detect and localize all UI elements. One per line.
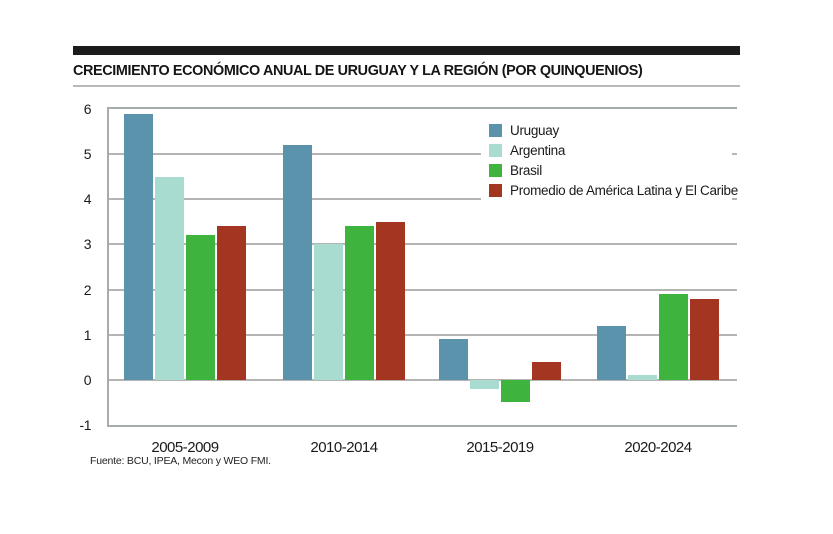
x-tick-label: 2005-2009 xyxy=(151,439,219,456)
gridline xyxy=(109,243,737,246)
bar-argentina-2005-2009 xyxy=(155,176,184,380)
title-divider xyxy=(73,85,740,87)
bar-promedio-de-am-rica-latina-y-el-caribe-2015-2019 xyxy=(532,361,561,380)
y-tick-label: 6 xyxy=(83,101,92,117)
legend-item: Argentina xyxy=(489,144,732,157)
y-tick-label: 4 xyxy=(83,191,92,208)
bar-argentina-2015-2019 xyxy=(470,379,499,389)
gridline xyxy=(109,198,737,201)
bar-uruguay-2005-2009 xyxy=(124,113,153,380)
bar-brasil-2010-2014 xyxy=(345,226,374,380)
bar-uruguay-2020-2024 xyxy=(597,325,626,380)
x-axis-labels: 2005-2009 2010-2014 2015-2019 2020-2024 xyxy=(109,433,737,457)
gridline xyxy=(109,378,737,381)
bar-argentina-2010-2014 xyxy=(314,244,343,380)
gridline xyxy=(109,288,737,291)
y-tick-label: 2 xyxy=(83,281,92,298)
y-tick-label: 3 xyxy=(83,236,92,253)
legend-swatch xyxy=(489,144,502,157)
legend-swatch xyxy=(489,184,502,197)
y-tick-label: -1 xyxy=(79,417,92,433)
gridline xyxy=(109,333,737,336)
bar-promedio-de-am-rica-latina-y-el-caribe-2005-2009 xyxy=(217,226,246,380)
source-note: Fuente: BCU, IPEA, Mecon y WEO FMI. xyxy=(90,455,271,467)
legend-label: Uruguay xyxy=(510,123,559,138)
bars xyxy=(109,109,737,425)
bar-uruguay-2010-2014 xyxy=(283,145,312,380)
y-tick-label: 1 xyxy=(83,326,92,343)
legend-item: Promedio de América Latina y El Caribe xyxy=(489,184,738,197)
bar-brasil-2015-2019 xyxy=(501,379,530,403)
top-band xyxy=(73,46,740,55)
x-tick-label: 2015-2019 xyxy=(466,439,534,456)
legend-label: Brasil xyxy=(510,163,542,178)
bar-chart: 6 5 4 3 2 1 0 -1 Uruguay Argentina Brasil Promedio… xyxy=(73,87,740,456)
chart-title: CRECIMIENTO ECONÓMICO ANUAL DE URUGUAY Y… xyxy=(73,62,643,79)
bar-argentina-2020-2024 xyxy=(628,375,657,380)
bar-brasil-2005-2009 xyxy=(186,235,215,380)
legend-label: Promedio de América Latina y El Caribe xyxy=(510,183,738,198)
y-tick-label: 5 xyxy=(83,146,92,163)
gridline xyxy=(109,153,737,156)
x-tick-label: 2010-2014 xyxy=(310,439,378,456)
bar-promedio-de-am-rica-latina-y-el-caribe-2010-2014 xyxy=(376,221,405,380)
gridlines xyxy=(109,109,737,425)
y-tick-label: 0 xyxy=(83,371,92,388)
plot-area: 6 5 4 3 2 1 0 -1 Uruguay Argentina Brasil Promedio… xyxy=(80,101,739,456)
legend-item: Uruguay xyxy=(489,124,732,137)
legend-swatch xyxy=(489,164,502,177)
legend: Uruguay Argentina Brasil Promedio de Améric… xyxy=(481,111,738,210)
x-tick-label: 2020-2024 xyxy=(624,439,692,456)
legend-item: Brasil xyxy=(489,164,732,177)
legend-label: Argentina xyxy=(510,143,566,158)
bar-promedio-de-am-rica-latina-y-el-caribe-2020-2024 xyxy=(690,298,719,380)
legend-swatch xyxy=(489,124,502,137)
figure: CRECIMIENTO ECONÓMICO ANUAL DE URUGUAY Y… xyxy=(73,46,740,467)
bar-uruguay-2015-2019 xyxy=(439,339,468,380)
y-axis-labels: 6 5 4 3 2 1 0 -1 xyxy=(63,101,99,433)
bar-brasil-2020-2024 xyxy=(659,294,688,380)
